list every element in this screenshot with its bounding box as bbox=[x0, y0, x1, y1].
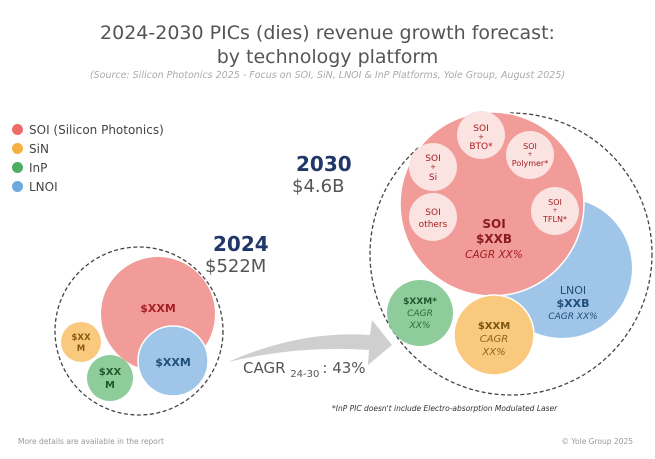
soi-si-l1: SOI bbox=[425, 154, 440, 164]
soi-sub-bubbles bbox=[409, 111, 579, 241]
sin-value-2030: $XXM bbox=[478, 321, 510, 332]
lnoi-name-2030: LNOI bbox=[560, 284, 586, 297]
title-line-2: by technology platform bbox=[216, 46, 439, 68]
inp-value-2030: $XXM* bbox=[403, 297, 437, 307]
soi-tfln-l3: TFLN* bbox=[542, 215, 567, 224]
legend: SOI (Silicon Photonics) SiN InP LNOI bbox=[12, 120, 164, 196]
legend-dot bbox=[12, 181, 23, 192]
soi-others-bubble bbox=[409, 193, 457, 241]
soi-tfln-l2: + bbox=[552, 207, 557, 214]
legend-item-sin: SiN bbox=[12, 139, 164, 158]
soi-bto-l2: + bbox=[478, 133, 484, 141]
soi-cagr-2030: CAGR XX% bbox=[465, 249, 523, 261]
legend-label: SiN bbox=[29, 141, 49, 156]
year-2030: 2030 bbox=[296, 152, 352, 176]
inp-bubble-2024 bbox=[87, 355, 133, 401]
source-note: (Source: Silicon Photonics 2025 - Focus … bbox=[89, 70, 566, 81]
soi-tfln-l1: SOI bbox=[548, 198, 562, 207]
boundary-2024 bbox=[54, 246, 224, 416]
legend-item-lnoi: LNOI bbox=[12, 177, 164, 196]
legend-item-inp: InP bbox=[12, 158, 164, 177]
soi-bto-bubble bbox=[457, 111, 505, 159]
year-2024: 2024 bbox=[213, 232, 269, 256]
boundary-2030 bbox=[369, 112, 653, 396]
legend-dot bbox=[12, 162, 23, 173]
sin-bubble-2024 bbox=[61, 322, 101, 362]
soi-polymer-l2: + bbox=[527, 151, 532, 158]
soi-polymer-bubble bbox=[506, 131, 554, 179]
sin-cagr-2030-a: CAGR bbox=[480, 334, 509, 345]
legend-dot bbox=[12, 143, 23, 154]
legend-dot bbox=[12, 124, 23, 135]
cagr-label: CAGR 24-30: 43% bbox=[243, 359, 366, 380]
inp-cagr-2030-a: CAGR bbox=[407, 309, 433, 319]
soi-value-2030: $XXB bbox=[476, 232, 512, 246]
lnoi-value-2030: $XXB bbox=[557, 297, 590, 310]
legend-item-soi: SOI (Silicon Photonics) bbox=[12, 120, 164, 139]
soi-bto-l3: BTO* bbox=[469, 142, 493, 152]
soi-si-bubble bbox=[409, 143, 457, 191]
soi-si-l2: + bbox=[430, 163, 436, 171]
copyright: © Yole Group 2025 bbox=[561, 437, 633, 446]
legend-label: SOI (Silicon Photonics) bbox=[29, 122, 164, 137]
soi-bto-l1: SOI bbox=[473, 124, 488, 134]
sin-cagr-2030-b: XX% bbox=[481, 347, 505, 358]
inp-value-2024-b: M bbox=[105, 380, 115, 391]
legend-label: LNOI bbox=[29, 179, 58, 194]
inp-cagr-2030-b: XX% bbox=[409, 321, 431, 331]
soi-si-l3: Si bbox=[429, 173, 437, 183]
inp-value-2024-a: $XX bbox=[99, 367, 122, 378]
footer-note: More details are available in the report bbox=[18, 437, 164, 446]
sin-bubble-2030 bbox=[453, 294, 535, 376]
inp-bubble-2030 bbox=[387, 280, 453, 346]
lnoi-cagr-2030: CAGR XX% bbox=[548, 312, 597, 322]
soi-polymer-l1: SOI bbox=[523, 142, 537, 151]
total-2030: $4.6B bbox=[292, 176, 345, 197]
soi-name-2030: SOI bbox=[482, 217, 505, 231]
soi-value-2024: $XXM bbox=[140, 302, 176, 315]
footnote: *InP PIC doesn't include Electro-absorpt… bbox=[332, 404, 558, 413]
growth-arrow bbox=[228, 320, 392, 365]
soi-others-l2: others bbox=[419, 220, 448, 230]
soi-others-l1: SOI bbox=[425, 208, 440, 218]
sin-value-2024-a: $XX bbox=[71, 333, 90, 343]
legend-label: InP bbox=[29, 160, 48, 175]
total-2024: $522M bbox=[205, 256, 267, 277]
sin-value-2024-b: M bbox=[77, 344, 85, 354]
title-line-1: 2024-2030 PICs (dies) revenue growth for… bbox=[100, 22, 555, 44]
soi-tfln-bubble bbox=[531, 187, 579, 235]
lnoi-value-2024: $XXM bbox=[155, 356, 191, 369]
soi-polymer-l3: Polymer* bbox=[512, 159, 548, 168]
lnoi-bubble-2024 bbox=[137, 325, 209, 397]
